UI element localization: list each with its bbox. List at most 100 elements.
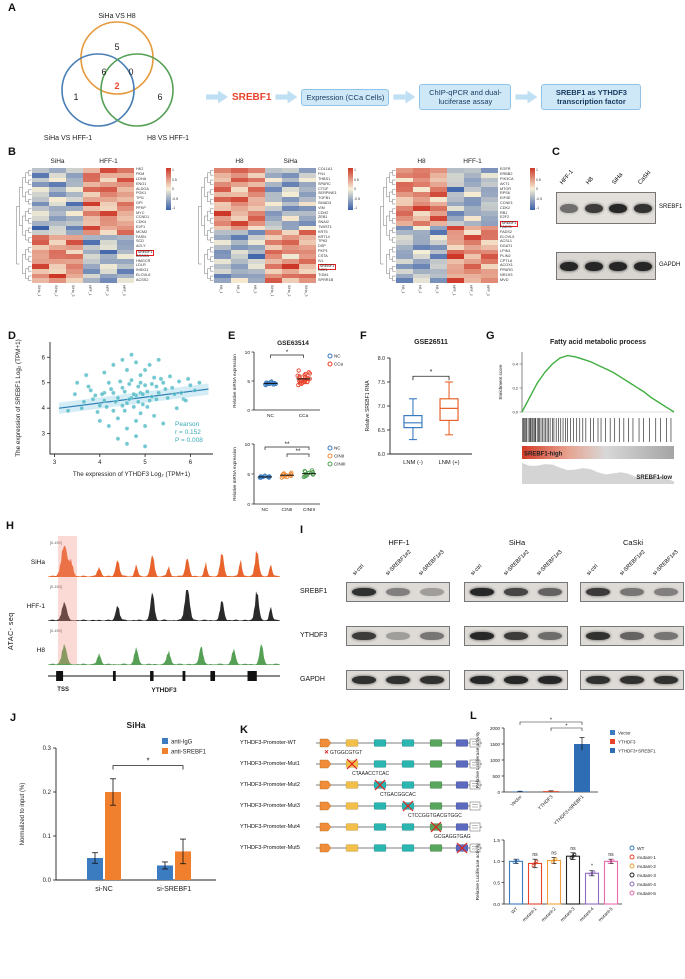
protein-band: [470, 676, 494, 684]
gene-name: SREBF1: [232, 91, 272, 103]
heatmap-colorbar: 1 0.5 0 -0.5 -1: [530, 168, 542, 210]
svg-text:ns: ns: [570, 846, 576, 852]
svg-text:NC: NC: [334, 446, 341, 451]
heatmap-column-labels: H8_1 H8_2 H8_3 SiHa_1 SiHa_2 SiHa_3: [219, 285, 308, 297]
blot-target-label: YTHDF3: [300, 632, 328, 639]
svg-text:mutant-2: mutant-2: [637, 864, 656, 870]
protein-band: [584, 261, 603, 271]
svg-text:si-SREBF1: si-SREBF1: [157, 886, 192, 893]
heatmap-row-labels: HK2 PKM LDHA ENO1 ALDOA PGK1 TPI1 GPI PFKP MYC CCN…: [136, 167, 154, 282]
panel-l: L 0 500 1000 1500 2000 Relative Luciferase ac…: [470, 710, 685, 945]
gse63514-nc-cca-plot: 0 5 10 NC CCa * NC CCa GSE63514 Relative mRNA exp…: [232, 340, 343, 419]
svg-text:anti-SREBF1: anti-SREBF1: [171, 750, 207, 756]
mutated-sequence: GCGAGGTGAG: [434, 834, 471, 840]
row-dendrogram: [16, 170, 32, 282]
svg-text:P = 0.008: P = 0.008: [175, 437, 203, 444]
svg-text:6.0: 6.0: [378, 452, 385, 458]
blot-strip-srebf1: [556, 192, 656, 224]
svg-text:5: 5: [114, 42, 119, 52]
row-dendrogram: [198, 170, 214, 282]
svg-text:NC: NC: [267, 413, 274, 419]
svg-text:Vector: Vector: [510, 794, 524, 808]
panel-e-label: E: [228, 330, 236, 342]
protein-band: [538, 588, 562, 596]
lane-label: si-SREBF1#2: [618, 549, 647, 577]
svg-text:Normalized to input (%): Normalized to input (%): [20, 783, 26, 846]
blot-target-label: GAPDH: [659, 262, 681, 268]
panel-b: B SiHa HFF-1 HK2 PKM LDHA ENO1 ALDOA PGK1 TPI1 GP…: [8, 146, 550, 328]
svg-text:[0-150]: [0-150]: [50, 541, 62, 545]
svg-text:mutant-5: mutant-5: [597, 906, 614, 923]
svg-text:SiHa VS H8: SiHa VS H8: [98, 13, 135, 20]
mutated-sequence: CTAAACCTCAC: [352, 771, 390, 777]
promoter-row: YTHDF3-Promoter-Mut2: [240, 778, 484, 791]
svg-text:**: **: [284, 441, 290, 448]
panel-h: H ATAC- seq SiHa [0-150] HFF-1 [0-150] H8 [0-…: [6, 520, 298, 718]
svg-text:mutant-1: mutant-1: [637, 855, 656, 861]
protein-band: [352, 588, 376, 596]
mutated-sequence: ✕GTGGCGTGT: [324, 750, 363, 756]
promoter-label: YTHDF3-Promoter-Mut5: [240, 844, 300, 851]
protein-band: [504, 632, 528, 640]
svg-text:0.1: 0.1: [43, 834, 52, 840]
panel-e: E 0 5 10 NC CCa * NC CCa GSE63514 Relative mRNA e…: [228, 330, 358, 530]
panel-b-label: B: [8, 146, 16, 158]
promoter-label: YTHDF3-Promoter-Mut4: [240, 823, 300, 830]
protein-band: [620, 588, 644, 596]
panel-l-label: L: [470, 710, 477, 722]
svg-text:0: 0: [128, 67, 133, 77]
lane-label: si-SREBF1#3: [651, 549, 680, 577]
svg-text:*: *: [286, 349, 289, 356]
svg-text:1.5: 1.5: [493, 838, 500, 844]
svg-text:mutant-3: mutant-3: [559, 906, 576, 923]
track-name: H8: [36, 647, 45, 654]
panel-j: J SiHa 0.0 0.1 0.2 0.3 Normalized to input (%…: [10, 712, 242, 932]
track-name: HFF-1: [26, 603, 45, 610]
heatmap-body: HK2 PKM LDHA ENO1 ALDOA PGK1 TPI1 GPI PFKP MYC CCN…: [16, 168, 178, 284]
svg-text:6.5: 6.5: [378, 428, 385, 434]
protein-band: [420, 676, 444, 684]
svg-text:YTHDF3+SREBF1: YTHDF3+SREBF1: [553, 794, 586, 824]
ythdf3-gene-model: TSS YTHDF3: [48, 671, 280, 694]
heatmap-grid: [32, 168, 134, 284]
svg-text:500: 500: [492, 774, 500, 779]
lane-label: CaSki: [637, 169, 653, 186]
svg-text:2: 2: [114, 81, 119, 91]
promoter-row: YTHDF3-Promoter-Mut1: [240, 757, 484, 770]
svg-text:mutant-1: mutant-1: [521, 906, 538, 923]
protein-band: [420, 632, 444, 640]
panel-d: D 3 4 5 6 3 4 5 6 Pearson r = 0.152 P = 0.008 The e…: [8, 330, 228, 500]
svg-text:Relative Luciferase activity: Relative Luciferase activity: [475, 843, 481, 900]
atac-track-siha: SiHa [0-150]: [18, 534, 280, 578]
svg-text:SREBF1-low: SREBF1-low: [636, 475, 672, 481]
panel-j-label: J: [10, 712, 17, 724]
cell-line-label: HFF-1: [388, 538, 410, 547]
blot-strip: [464, 670, 568, 690]
gsea-enrichment-plot: Fatty acid metabolic process 0.0 0.2 0.4 SRE…: [498, 339, 675, 484]
lane-label: H8: [585, 176, 595, 186]
track-name: SiHa: [30, 559, 45, 566]
heatmap-group-labels: H8 SiHa: [235, 158, 298, 165]
svg-text:5: 5: [247, 472, 250, 478]
svg-text:1500: 1500: [490, 742, 501, 747]
svg-text:8.0: 8.0: [378, 356, 385, 362]
protein-band: [538, 676, 562, 684]
protein-band: [586, 632, 610, 640]
heatmap-body: COL1A1 FN1 THBS1 SPARC CTGF SERPINE1 TGFB1 SMAD…: [198, 168, 360, 284]
svg-text:6: 6: [101, 67, 106, 77]
protein-band: [620, 676, 644, 684]
svg-text:0: 0: [247, 502, 250, 508]
blot-strip: [346, 670, 450, 690]
svg-text:mutant-2: mutant-2: [540, 906, 557, 923]
heatmap-body: EGFR ERBB2 PIK3CA AKT1 MTOR RPS6 EIF4E CCNE1 CDK…: [380, 168, 542, 284]
chip-qpcr-bar-chart: SiHa 0.0 0.1 0.2 0.3 Normalized to input (%) s…: [20, 720, 216, 893]
svg-text:**: **: [295, 448, 301, 455]
svg-text:Relative SREBF1 RNA: Relative SREBF1 RNA: [365, 380, 371, 432]
workflow-step-assays: ChIP-qPCR and dual-luciferase assay: [419, 84, 512, 110]
svg-text:0.0: 0.0: [493, 902, 500, 908]
panel-a: A SiHa VS H8 SiHa VS HFF-1 H8 VS HFF-1 5 6 0 1…: [8, 2, 680, 144]
svg-text:3: 3: [53, 460, 57, 466]
svg-text:6: 6: [189, 460, 193, 466]
